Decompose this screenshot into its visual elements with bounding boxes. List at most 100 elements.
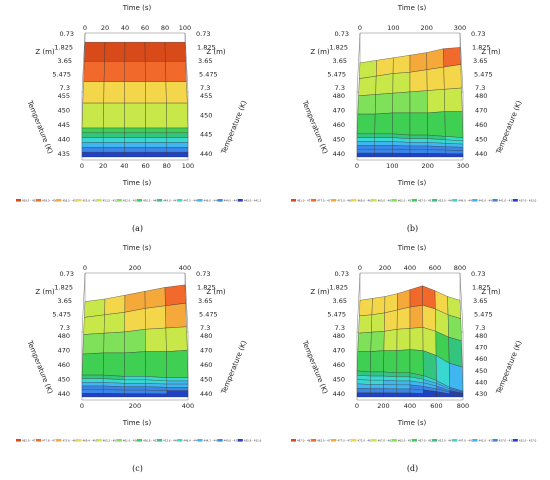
time-tick-top: 0 bbox=[83, 264, 87, 272]
surface-skirt-cell bbox=[383, 380, 397, 386]
surface-skirt-cell bbox=[145, 386, 167, 391]
legend-label: 456.5 - 455.0 bbox=[62, 199, 80, 203]
surface-cell bbox=[83, 61, 105, 82]
legend-label: 473.0 - 469.0 bbox=[337, 199, 355, 203]
surface-skirt-cell bbox=[81, 147, 104, 153]
surface-skirt-cell bbox=[81, 389, 104, 394]
surface-skirt-cell bbox=[103, 142, 125, 148]
surface-cell bbox=[124, 308, 146, 333]
legend-label: 482.0 - 477.8 bbox=[22, 439, 40, 443]
surface-cell bbox=[397, 289, 411, 311]
z-tick-left: 3.65 bbox=[58, 297, 72, 305]
temp-tick-left: 450 bbox=[58, 376, 70, 384]
time-axis-title-bottom: Time (s) bbox=[397, 179, 427, 187]
legend-swatch bbox=[96, 199, 102, 202]
time-tick-bottom: 0 bbox=[80, 162, 84, 170]
legend-label: 482.0 - 477.0 bbox=[317, 439, 335, 443]
z-tick-left: 3.65 bbox=[333, 297, 347, 305]
surface-skirt-cell bbox=[392, 152, 411, 158]
surface-skirt-cell bbox=[449, 395, 464, 398]
legend-label: 444.5 - 443.0 bbox=[224, 199, 242, 203]
surface-skirt-cell bbox=[145, 132, 167, 138]
surface-skirt-cell bbox=[445, 149, 464, 154]
surface-skirt-cell bbox=[103, 152, 125, 158]
temp-tick-left: 450 bbox=[333, 136, 345, 144]
surface-cell bbox=[443, 47, 461, 68]
surface-cell bbox=[384, 309, 398, 332]
time-tick-bottom: 300 bbox=[457, 162, 469, 170]
surface-skirt-cell bbox=[124, 152, 146, 158]
surface-skirt-cell bbox=[374, 137, 393, 142]
surface-cell bbox=[383, 329, 398, 351]
legend-swatch bbox=[391, 439, 397, 442]
temp-tick-left: 440 bbox=[333, 390, 345, 398]
frame-edge bbox=[459, 272, 464, 333]
z-axis-title-right: Z (m) bbox=[481, 48, 501, 56]
surface-skirt-cell bbox=[166, 393, 189, 398]
surface-skirt-cell bbox=[103, 132, 125, 138]
time-tick-top: 20 bbox=[101, 24, 109, 32]
time-tick-bottom: 80 bbox=[163, 162, 171, 170]
surface-skirt-cell bbox=[356, 375, 371, 381]
legend-label: 459.5 - 458.0 bbox=[22, 199, 40, 203]
surface-skirt-cell bbox=[383, 384, 397, 390]
surface-cell bbox=[426, 48, 444, 70]
legend-label: 441.0 - 437.0 bbox=[499, 199, 517, 203]
legend-swatch bbox=[56, 199, 62, 202]
surface-plot-d: 0 0 200 200 400 400 600 600 800 800 Time (s) Time (… bbox=[291, 244, 537, 443]
temp-tick-left: 450 bbox=[58, 107, 70, 115]
surface-skirt-cell bbox=[124, 147, 146, 153]
surface-cell bbox=[383, 350, 398, 373]
caption-d: (d) bbox=[406, 464, 419, 473]
legend-swatch bbox=[116, 439, 122, 442]
legend-swatch bbox=[351, 199, 357, 202]
panel-d: 0 0 200 200 400 400 600 600 800 800 Time (s) Time (… bbox=[275, 240, 550, 480]
surface-skirt-cell bbox=[356, 379, 371, 385]
surface-skirt-cell bbox=[374, 141, 393, 146]
surface-plot-c: 0 0 200 200 400 400 Time (s) Time (s) 0.73 0.73 1.… bbox=[16, 244, 262, 443]
legend-label: 487.0 - 482.0 bbox=[297, 439, 315, 443]
temp-tick-left: 440 bbox=[58, 390, 70, 398]
temp-tick-left: 455 bbox=[58, 92, 70, 100]
surface-cell bbox=[145, 61, 167, 82]
surface-skirt-cell bbox=[383, 392, 397, 398]
legend-label: 472.0 - 467.0 bbox=[358, 439, 376, 443]
temp-tick-right: 440 bbox=[475, 378, 487, 386]
surface-skirt-cell bbox=[166, 390, 189, 394]
legend-label: 481.0 - 477.0 bbox=[297, 199, 315, 203]
legend-swatch bbox=[331, 439, 337, 442]
surface-cell bbox=[145, 351, 167, 378]
surface-cell bbox=[371, 312, 385, 333]
surface-cell bbox=[392, 54, 411, 74]
z-tick-left: 7.3 bbox=[335, 84, 345, 92]
time-tick-bottom: 100 bbox=[386, 162, 398, 170]
legend-swatch bbox=[197, 439, 203, 442]
temp-tick-right: 460 bbox=[475, 121, 487, 129]
z-axis-title-left: Z (m) bbox=[35, 48, 55, 56]
z-tick-right: 5.475 bbox=[199, 71, 218, 79]
z-tick-right: 7.3 bbox=[200, 84, 210, 92]
surface-skirt-cell bbox=[103, 389, 125, 394]
surface-skirt-cell bbox=[356, 137, 375, 142]
z-tick-right: 0.73 bbox=[471, 30, 485, 38]
surface-skirt-cell bbox=[166, 142, 189, 148]
surface-cell bbox=[409, 52, 428, 73]
surface-cell bbox=[124, 42, 146, 62]
surface-cell bbox=[356, 351, 371, 373]
surface-skirt-cell bbox=[392, 149, 411, 154]
time-tick-top: 600 bbox=[429, 264, 441, 272]
surface-skirt-cell bbox=[124, 389, 146, 394]
surface-skirt-cell bbox=[81, 382, 104, 387]
surface-skirt-cell bbox=[81, 374, 104, 379]
z-axis-title-right: Z (m) bbox=[206, 48, 226, 56]
legend-label: 458.0 - 456.5 bbox=[42, 199, 60, 203]
frame-edge bbox=[459, 32, 464, 93]
surface-skirt-cell bbox=[370, 371, 384, 377]
z-tick-right: 1.825 bbox=[472, 44, 491, 52]
z-tick-left: 5.475 bbox=[327, 311, 346, 319]
legend-label: 452.0 - 447.0 bbox=[438, 439, 456, 443]
time-tick-bottom: 400 bbox=[404, 402, 416, 410]
legend-label: 449.0 - 447.5 bbox=[163, 199, 181, 203]
z-tick-right: 7.3 bbox=[475, 324, 485, 332]
panel-c: 0 0 200 200 400 400 Time (s) Time (s) 0.73 0.73 1.… bbox=[0, 240, 275, 480]
